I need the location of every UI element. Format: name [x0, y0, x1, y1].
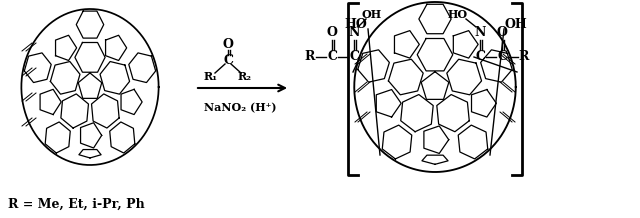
- Text: O: O: [223, 37, 234, 51]
- Text: OH: OH: [504, 19, 527, 31]
- Text: NaNO₂ (H⁺): NaNO₂ (H⁺): [204, 102, 276, 114]
- Text: HO: HO: [448, 10, 468, 20]
- Text: R₂: R₂: [238, 72, 252, 82]
- Text: OH: OH: [362, 10, 382, 20]
- Text: C: C: [349, 51, 359, 63]
- Text: O: O: [497, 27, 508, 39]
- Text: C: C: [497, 51, 507, 63]
- Text: N: N: [474, 27, 486, 39]
- Text: N: N: [348, 27, 360, 39]
- Text: R = Me, Et, i-Pr, Ph: R = Me, Et, i-Pr, Ph: [8, 198, 145, 211]
- Text: C: C: [475, 51, 485, 63]
- Text: R₁: R₁: [204, 72, 218, 82]
- Text: C: C: [223, 53, 233, 66]
- Text: O: O: [326, 27, 337, 39]
- Text: HO: HO: [344, 19, 367, 31]
- Text: C: C: [327, 51, 337, 63]
- Text: R: R: [305, 51, 315, 63]
- Text: R: R: [519, 51, 529, 63]
